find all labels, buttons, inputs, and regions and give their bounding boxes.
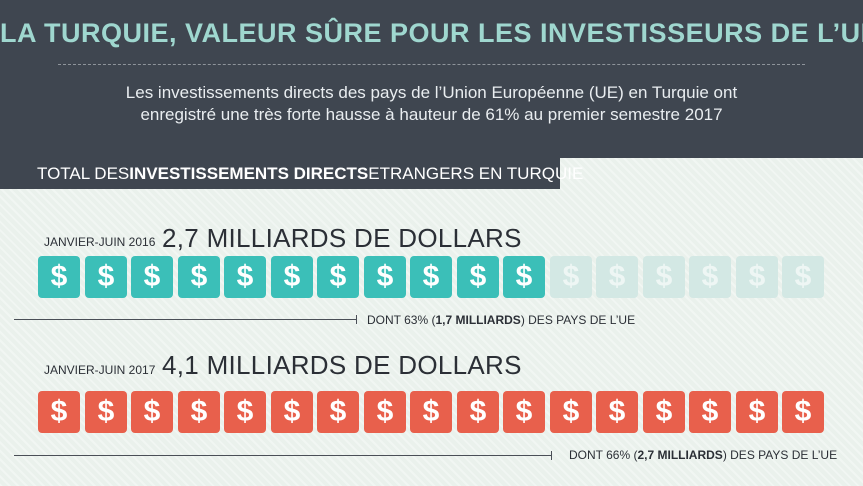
dollar-sign-icon: $: [85, 391, 127, 433]
bracket-line-2016: [14, 315, 357, 324]
note-2017-pre: DONT 66% (: [569, 448, 638, 462]
note-2016-pre: DONT 63% (: [367, 313, 436, 327]
dollar-sign-icon: $: [689, 391, 731, 433]
banner-text-bold: INVESTISSEMENTS DIRECTS: [129, 164, 369, 183]
dollar-sign-icon: $: [457, 391, 499, 433]
dollar-tiles-2017: $ $ $ $ $ $ $ $ $ $ $ $ $ $ $ $ $: [38, 391, 830, 433]
dollar-sign-icon: $: [736, 391, 778, 433]
dollar-sign-icon: $: [503, 256, 545, 298]
dollar-sign-icon: $: [85, 256, 127, 298]
header: LA TURQUIE, VALEUR SÛRE POUR LES INVESTI…: [0, 0, 863, 158]
dollar-sign-icon: $: [224, 391, 266, 433]
dollar-sign-icon: $: [782, 391, 824, 433]
dollar-sign-icon: $: [131, 256, 173, 298]
dollar-sign-icon: $: [596, 391, 638, 433]
dollar-sign-icon: $: [271, 391, 313, 433]
dollar-sign-icon: $: [317, 391, 359, 433]
dollar-sign-icon: $: [689, 256, 731, 298]
dollar-sign-icon: $: [410, 391, 452, 433]
note-2016-bold: 1,7 MILLIARDS: [435, 313, 521, 327]
dollar-sign-icon: $: [38, 391, 80, 433]
dollar-sign-icon: $: [596, 256, 638, 298]
dollar-sign-icon: $: [38, 256, 80, 298]
dollar-sign-icon: $: [643, 391, 685, 433]
period-label-2017: JANVIER-JUIN 2017: [44, 363, 156, 377]
period-label-2016: JANVIER-JUIN 2016: [44, 235, 156, 249]
amount-2017: 4,1 MILLIARDS DE DOLLARS: [162, 350, 522, 380]
dollar-sign-icon: $: [178, 391, 220, 433]
dollar-sign-icon: $: [736, 256, 778, 298]
subtitle: Les investissements directs des pays de …: [0, 82, 863, 126]
dollar-sign-icon: $: [643, 256, 685, 298]
dollar-sign-icon: $: [131, 391, 173, 433]
bracket-line-2017: [14, 451, 552, 460]
dollar-sign-icon: $: [457, 256, 499, 298]
dollar-sign-icon: $: [503, 391, 545, 433]
dollar-sign-icon: $: [271, 256, 313, 298]
bracket-cap-2016: [356, 315, 357, 324]
dashed-divider: [58, 64, 805, 65]
bracket-cap-2017: [551, 451, 552, 460]
subtitle-line-1: Les investissements directs des pays de …: [125, 83, 738, 102]
dollar-sign-icon: $: [410, 256, 452, 298]
amount-2016: 2,7 MILLIARDS DE DOLLARS: [162, 223, 522, 253]
page-title: LA TURQUIE, VALEUR SÛRE POUR LES INVESTI…: [0, 18, 863, 48]
note-2017: DONT 66% (2,7 MILLIARDS) DES PAYS DE L’U…: [569, 448, 837, 462]
banner-text-2: ETRANGERS EN TURQUIE: [368, 164, 584, 183]
dollar-sign-icon: $: [550, 256, 592, 298]
dollar-sign-icon: $: [782, 256, 824, 298]
banner-text-1: TOTAL DES: [37, 164, 130, 183]
dollar-sign-icon: $: [364, 391, 406, 433]
note-2016-post: ) DES PAYS DE L’UE: [520, 313, 636, 327]
dollar-sign-icon: $: [178, 256, 220, 298]
dollar-sign-icon: $: [364, 256, 406, 298]
dollar-sign-icon: $: [224, 256, 266, 298]
dollar-tiles-2016: $ $ $ $ $ $ $ $ $ $ $ $ $ $ $ $ $: [38, 256, 830, 298]
note-2016: DONT 63% (1,7 MILLIARDS) DES PAYS DE L’U…: [367, 313, 635, 327]
note-2017-post: ) DES PAYS DE L’UE: [722, 448, 838, 462]
dollar-sign-icon: $: [317, 256, 359, 298]
subtitle-line-2: enregistré une très forte hausse à haute…: [140, 105, 723, 124]
section-banner: TOTAL DES INVESTISSEMENTS DIRECTS ETRANG…: [0, 158, 583, 189]
note-2017-bold: 2,7 MILLIARDS: [637, 448, 723, 462]
dollar-sign-icon: $: [550, 391, 592, 433]
